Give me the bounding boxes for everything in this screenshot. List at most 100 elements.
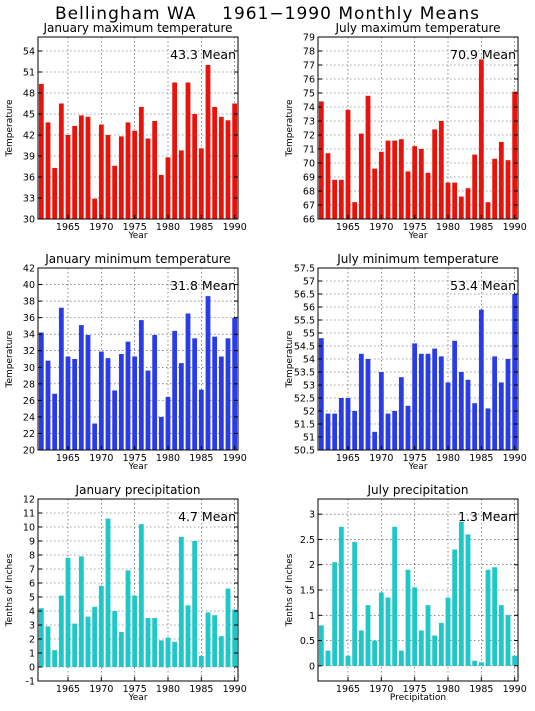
- y-tick-label: 73: [303, 117, 315, 128]
- y-tick-label: 48: [23, 89, 35, 100]
- y-axis-label: Temperature: [285, 99, 295, 157]
- bar-1966: [72, 623, 78, 667]
- bar-1982: [458, 521, 464, 666]
- bar-1979: [158, 416, 164, 450]
- bar-1962: [45, 360, 51, 450]
- y-tick-label: 30: [23, 363, 35, 374]
- bar-1982: [458, 372, 464, 450]
- plot-frame: [37, 498, 239, 682]
- bar-1980: [445, 182, 451, 219]
- y-tick-label: 42: [23, 264, 35, 275]
- page-title-location: Bellingham WA: [55, 4, 197, 24]
- bar-1984: [472, 660, 478, 666]
- x-tick-label: 1990: [503, 222, 527, 233]
- bar-1971: [385, 597, 391, 666]
- y-tick-label: 26: [23, 396, 35, 407]
- bar-1974: [405, 171, 411, 219]
- bar-1988: [498, 142, 504, 219]
- bar-1981: [172, 330, 178, 450]
- bar-1968: [365, 359, 371, 450]
- bar-1963: [52, 650, 58, 667]
- bar-1987: [492, 356, 498, 450]
- y-tick-label: 71: [303, 145, 315, 156]
- bar-1976: [138, 320, 144, 450]
- chart-title: July minimum temperature: [336, 252, 499, 266]
- y-tick-label: 0.5: [300, 636, 315, 647]
- bar-1961: [38, 332, 44, 450]
- x-tick-label: 1970: [369, 684, 393, 695]
- bar-1987: [492, 158, 498, 219]
- y-tick-label: -1: [26, 677, 35, 688]
- bar-1976: [418, 630, 424, 666]
- x-tick-label: 1985: [189, 453, 213, 464]
- chart-title: January maximum temperature: [42, 21, 232, 35]
- y-tick-label: 36: [23, 313, 35, 324]
- bar-1968: [365, 605, 371, 666]
- mean-label: 70.9 Mean: [450, 47, 516, 62]
- bar-1974: [125, 122, 131, 219]
- bar-1983: [185, 313, 191, 450]
- bar-1983: [465, 534, 471, 666]
- y-tick-label: 2: [29, 635, 35, 646]
- y-tick-label: 51: [23, 68, 35, 79]
- bar-1969: [372, 168, 378, 219]
- x-tick-label: 1965: [336, 453, 360, 464]
- bar-1981: [172, 641, 178, 667]
- bar-1963: [332, 179, 338, 219]
- bar-1966: [72, 359, 78, 450]
- y-tick-label: 4: [29, 607, 35, 618]
- bar-1985: [478, 59, 484, 220]
- y-tick-label: 7: [29, 565, 35, 576]
- bar-1963: [52, 393, 58, 450]
- y-tick-label: 72: [303, 131, 315, 142]
- y-tick-label: 57.5: [294, 264, 315, 275]
- bar-1967: [358, 630, 364, 666]
- bar-1975: [412, 343, 418, 450]
- x-tick-label: 1965: [56, 684, 80, 695]
- bar-1985: [198, 655, 204, 667]
- bar-1981: [452, 340, 458, 450]
- y-tick-label: 74: [303, 103, 315, 114]
- y-tick-label: 51: [303, 433, 315, 444]
- bar-1981: [172, 82, 178, 219]
- x-axis-label: Year: [407, 231, 427, 241]
- bar-1979: [438, 121, 444, 219]
- bar-1971: [105, 358, 111, 450]
- bar-1980: [165, 157, 171, 219]
- bar-1970: [378, 372, 384, 450]
- x-tick-label: 1970: [369, 453, 393, 464]
- x-tick-label: 1985: [469, 453, 493, 464]
- y-tick-label: 3: [29, 621, 35, 632]
- x-axis-label: Precipitation: [390, 693, 446, 703]
- y-tick-label: 3: [309, 510, 315, 521]
- bar-1979: [158, 640, 164, 667]
- bar-1974: [125, 341, 131, 450]
- bar-1987: [212, 615, 218, 667]
- bar-1964: [58, 307, 64, 450]
- bar-1978: [152, 618, 158, 667]
- bar-1986: [485, 202, 491, 219]
- y-tick-label: 36: [23, 173, 35, 184]
- bar-1990: [232, 609, 238, 667]
- bar-1965: [65, 135, 71, 219]
- bar-1966: [352, 541, 358, 666]
- y-tick-label: 30: [23, 215, 35, 226]
- bar-1962: [325, 413, 331, 450]
- bar-1986: [205, 65, 211, 219]
- bar-1969: [92, 198, 98, 219]
- x-tick-label: 1990: [223, 684, 247, 695]
- bar-1980: [445, 597, 451, 666]
- bar-1967: [78, 115, 84, 219]
- y-axis-label: Temperature: [285, 330, 295, 388]
- y-tick-label: 55.5: [294, 316, 315, 327]
- bar-1967: [78, 556, 84, 667]
- mean-label: 53.4 Mean: [450, 278, 516, 293]
- x-axis-label: Year: [127, 462, 147, 472]
- bar-1963: [52, 167, 58, 219]
- bar-1971: [105, 518, 111, 667]
- bar-1972: [112, 611, 118, 667]
- bar-1981: [452, 549, 458, 666]
- y-tick-label: 52: [303, 407, 315, 418]
- bar-1975: [132, 595, 138, 667]
- bar-1983: [185, 82, 191, 219]
